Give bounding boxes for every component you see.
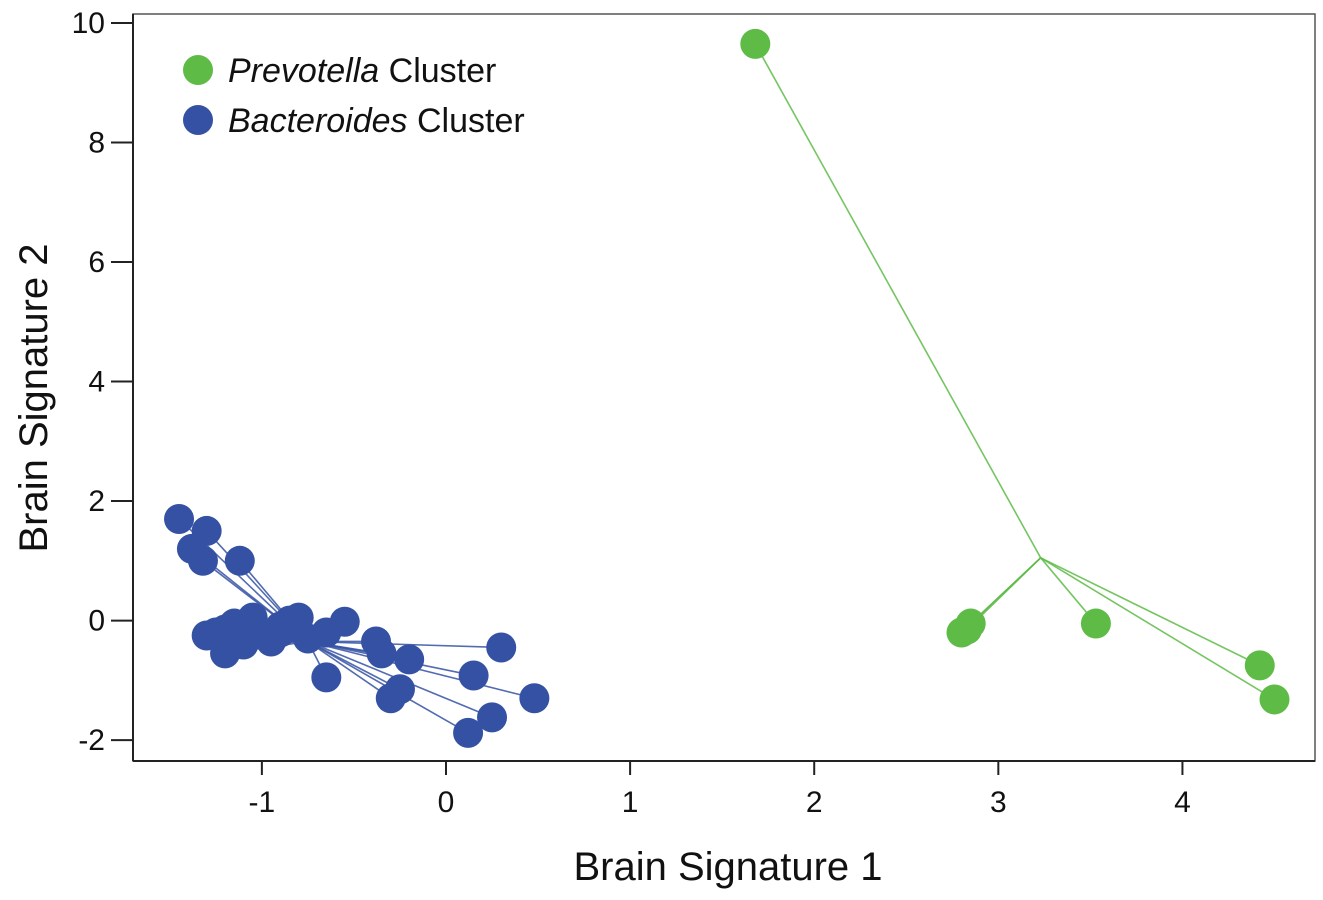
- data-point: [1259, 684, 1290, 715]
- y-axis-title: Brain Signature 2: [12, 243, 56, 552]
- data-points: [164, 28, 1290, 748]
- data-point: [219, 608, 250, 639]
- legend-label-italic: Bacteroides: [228, 102, 408, 140]
- x-tick-label: 4: [1174, 786, 1191, 819]
- legend-label: Prevotella Cluster: [228, 52, 496, 90]
- x-tick-label: -1: [249, 786, 276, 819]
- x-tick-label: 1: [622, 786, 639, 819]
- data-point: [187, 545, 218, 576]
- y-tick-label: 2: [88, 485, 105, 518]
- legend-marker: [183, 55, 213, 85]
- axis-ticks: -1 0 1 2 3 4 -2 0 2 4 6 8 10: [72, 7, 1191, 819]
- data-point: [1244, 650, 1275, 681]
- data-point: [458, 660, 489, 691]
- connector-line: [754, 43, 1042, 559]
- data-point: [224, 545, 255, 576]
- data-point: [740, 28, 771, 59]
- connector-line: [1040, 557, 1261, 667]
- data-point: [486, 632, 517, 663]
- x-tick-label: 0: [438, 786, 455, 819]
- data-point: [366, 638, 397, 669]
- data-point: [453, 717, 484, 748]
- data-point: [210, 638, 241, 669]
- legend-label-italic: Prevotella: [228, 52, 379, 90]
- x-axis-title: Brain Signature 1: [573, 845, 882, 889]
- data-point: [1080, 608, 1111, 639]
- data-point: [375, 683, 406, 714]
- connector-line: [307, 640, 392, 699]
- y-tick-label: 6: [88, 246, 105, 279]
- data-point: [311, 662, 342, 693]
- connector-line: [1040, 557, 1275, 701]
- plot-frame: [132, 13, 1316, 762]
- legend-marker: [183, 105, 213, 135]
- data-point: [394, 644, 425, 675]
- data-point: [952, 614, 983, 645]
- y-tick-label: 0: [88, 605, 105, 638]
- legend-label: Bacteroides Cluster: [228, 102, 525, 140]
- data-point: [329, 606, 360, 637]
- x-tick-label: 2: [806, 786, 823, 819]
- legend-label-rest: Cluster: [408, 102, 525, 140]
- data-point: [519, 683, 550, 714]
- y-tick-label: 8: [88, 126, 105, 159]
- data-point: [477, 702, 508, 733]
- data-point: [265, 617, 296, 648]
- x-tick-label: 3: [990, 786, 1007, 819]
- connector-line: [307, 640, 502, 649]
- y-tick-label: -2: [78, 724, 105, 757]
- connector-line: [307, 640, 535, 700]
- y-tick-label: 10: [72, 7, 105, 40]
- legend-label-rest: Cluster: [379, 52, 496, 90]
- data-point: [164, 503, 195, 534]
- y-tick-label: 4: [88, 366, 105, 399]
